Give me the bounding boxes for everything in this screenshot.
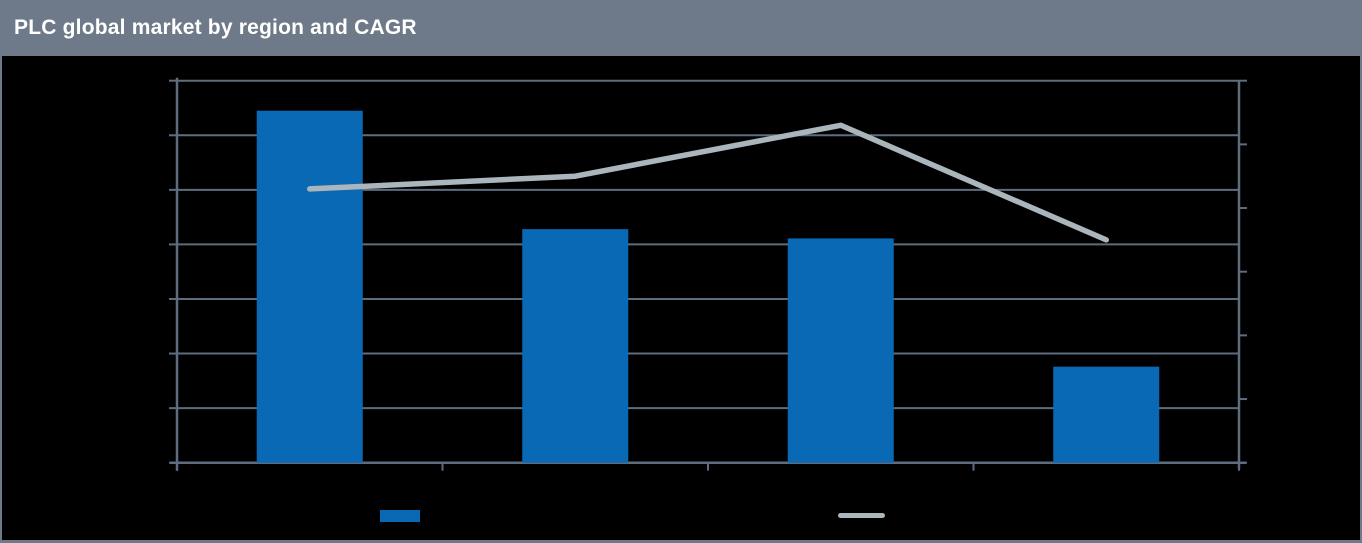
bar [256,110,363,463]
bar [787,238,894,463]
chart-header: PLC global market by region and CAGR [0,0,1362,56]
bar [1053,366,1160,463]
legend-bar-swatch [380,510,420,522]
chart-title: PLC global market by region and CAGR [14,16,417,39]
legend-line-swatch [838,513,885,518]
bar [522,229,629,463]
cagr-line [307,122,1109,243]
